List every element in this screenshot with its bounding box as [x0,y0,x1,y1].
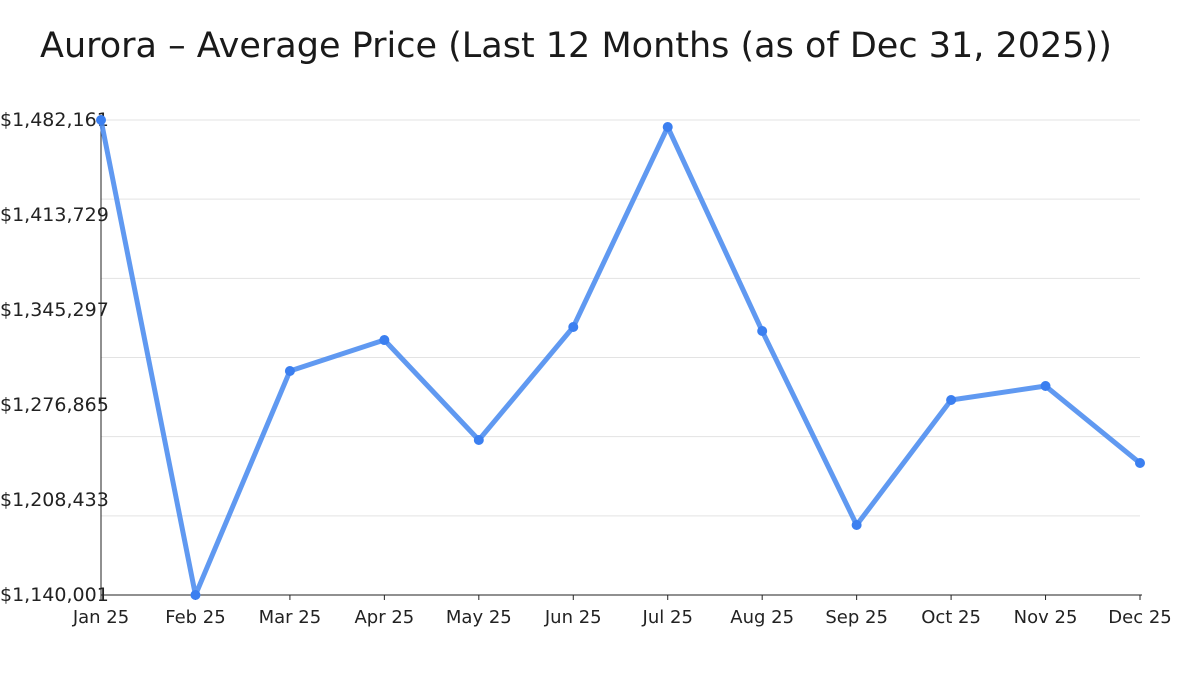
data-point [96,115,106,125]
data-point [190,590,201,600]
y-tick-label: $1,276,865 [0,394,109,416]
x-tick-label: Aug 25 [730,607,794,628]
y-tick-label: $1,140,001 [0,584,109,606]
x-tick-label: Dec 25 [1108,607,1171,628]
data-point [757,326,768,337]
x-tick-label: Nov 25 [1014,607,1078,628]
y-tick-label: $1,345,297 [0,299,109,321]
data-point [1040,381,1051,392]
x-tick-label: Jan 25 [72,607,129,628]
series-line [98,119,1142,598]
x-tick-label: Jul 25 [642,607,693,628]
chart-title: Aurora – Average Price (Last 12 Months (… [40,26,1112,66]
data-point [662,122,673,133]
x-tick-label: Feb 25 [165,607,226,628]
y-tick-label: $1,482,161 [0,109,109,131]
x-tick-label: Sep 25 [825,607,888,628]
data-point [851,520,862,531]
data-point [473,435,484,446]
x-tick-label: Jun 25 [544,607,602,628]
y-tick-label: $1,208,433 [0,489,109,511]
x-tick-label: May 25 [446,607,512,628]
data-point [379,335,390,346]
data-point [284,366,295,377]
data-point [1135,458,1145,469]
data-point [946,395,957,406]
x-tick-label: Oct 25 [921,607,981,628]
data-point [568,322,579,333]
x-tick-label: Mar 25 [259,607,322,628]
y-tick-label: $1,413,729 [0,204,109,226]
x-tick-label: Apr 25 [354,607,414,628]
